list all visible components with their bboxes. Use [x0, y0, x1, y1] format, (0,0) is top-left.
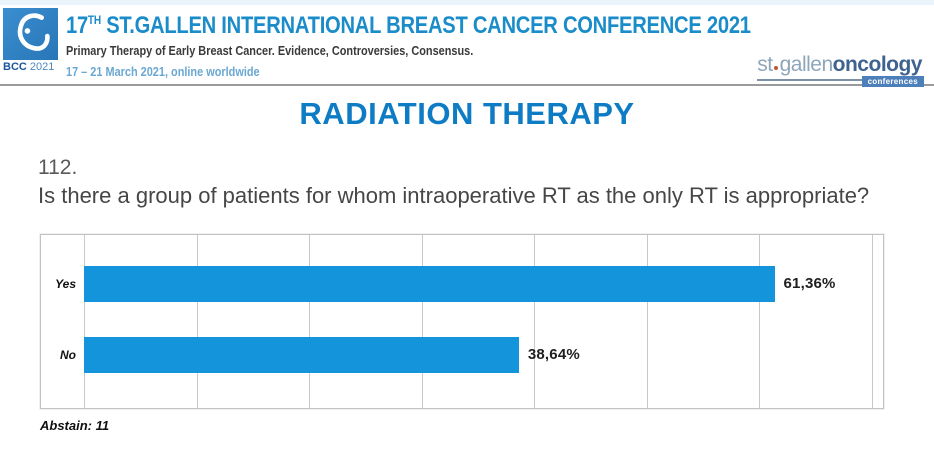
brand-oncology: oncology [832, 53, 923, 76]
conference-dates: 17 – 21 March 2021, online worldwide [66, 64, 260, 79]
bar-row: Yes 61,36% [41, 248, 883, 319]
conferences-badge: conferences [861, 76, 924, 87]
question-text: Is there a group of patients for whom in… [38, 183, 870, 208]
gridline [534, 235, 536, 408]
gridline [646, 235, 648, 408]
brand-dot-icon [773, 66, 778, 70]
bcc-logo-caption: BCC 2021 [3, 61, 61, 73]
bar-rows: Yes 61,36% No 38,64% [41, 235, 883, 408]
category-label: No [60, 347, 76, 362]
top-strip [0, 0, 934, 5]
question-block: 112. Is there a group of patients for wh… [38, 154, 928, 210]
bcc-logo: BCC 2021 [3, 8, 61, 73]
question-number: 112. [38, 156, 78, 179]
bar-track: 38,64% [84, 319, 883, 390]
gridline [84, 235, 85, 408]
header-text: 17TH ST.GALLEN INTERNATIONAL BREAST CANC… [66, 12, 881, 81]
value-label: 61,36% [783, 275, 836, 292]
bar-track: 61,36% [84, 248, 883, 319]
drop-glyph [17, 13, 50, 51]
bcc-year: 2021 [29, 61, 55, 73]
header: BCC 2021 17TH ST.GALLEN INTERNATIONAL BRE… [0, 5, 934, 87]
conference-subtitle: Primary Therapy of Early Breast Cancer. … [66, 43, 474, 58]
title-ordinal: TH [87, 13, 101, 27]
value-label: 38,64% [527, 346, 580, 363]
section-title: RADIATION THERAPY [299, 96, 635, 131]
gridline [309, 235, 311, 408]
bcc-drop-icon [3, 8, 58, 60]
title-rest: ST.GALLEN INTERNATIONAL BREAST CANCER CO… [100, 12, 751, 39]
bar [84, 265, 775, 302]
gridline [871, 235, 873, 408]
bar [84, 336, 519, 373]
brand-st: st [757, 53, 773, 76]
poll-bar-chart: Yes 61,36% No 38,64% [40, 234, 884, 409]
bcc-abbr: BCC [3, 61, 27, 73]
bar-row: No 38,64% [41, 319, 883, 390]
gridline [196, 235, 198, 408]
brand-gallen: gallen [779, 53, 834, 76]
abstain-note: Abstain: 11 [40, 418, 110, 433]
stgallen-oncology-logo: st gallenoncology conferences [757, 53, 924, 87]
category-label: Yes [55, 276, 76, 291]
gridline [759, 235, 761, 408]
gridline [421, 235, 423, 408]
title-number: 17 [66, 12, 88, 39]
conference-title: 17TH ST.GALLEN INTERNATIONAL BREAST CANC… [66, 12, 751, 40]
gridlines [84, 235, 883, 408]
